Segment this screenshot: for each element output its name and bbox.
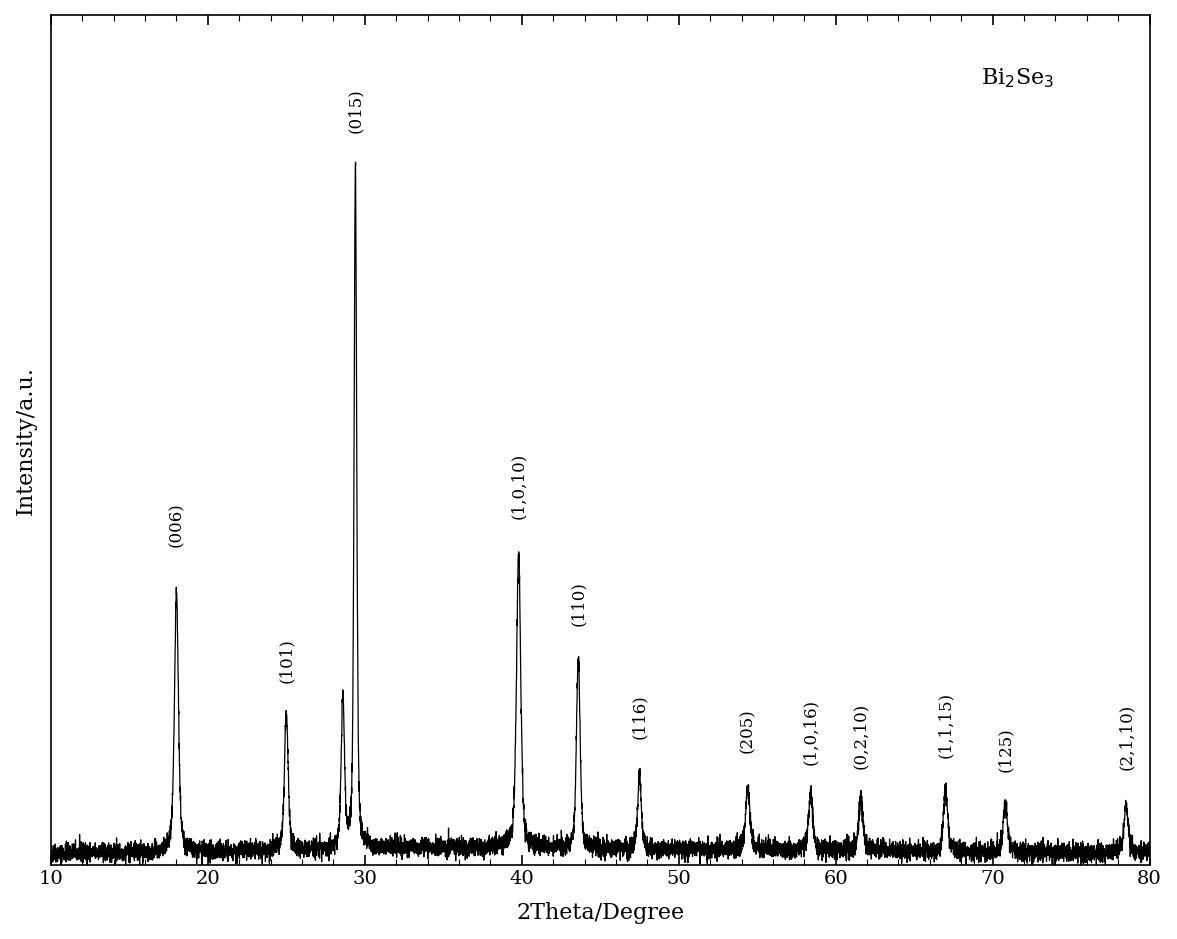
Text: (101): (101) <box>278 638 294 683</box>
Text: (116): (116) <box>631 694 649 739</box>
Text: (2,1,10): (2,1,10) <box>1118 704 1135 770</box>
Text: (125): (125) <box>997 728 1013 772</box>
Text: (205): (205) <box>739 708 757 753</box>
Text: (0,2,10): (0,2,10) <box>852 703 870 769</box>
X-axis label: 2Theta/Degree: 2Theta/Degree <box>517 902 684 924</box>
Text: (1,0,10): (1,0,10) <box>510 453 527 519</box>
Text: (110): (110) <box>570 581 587 626</box>
Y-axis label: Intensity/a.u.: Intensity/a.u. <box>15 365 36 515</box>
Text: (1,0,16): (1,0,16) <box>802 699 819 764</box>
Text: (015): (015) <box>347 88 364 133</box>
Text: (006): (006) <box>168 502 185 546</box>
Text: Bi$_2$Se$_3$: Bi$_2$Se$_3$ <box>982 66 1055 89</box>
Text: (1,1,15): (1,1,15) <box>937 691 955 758</box>
